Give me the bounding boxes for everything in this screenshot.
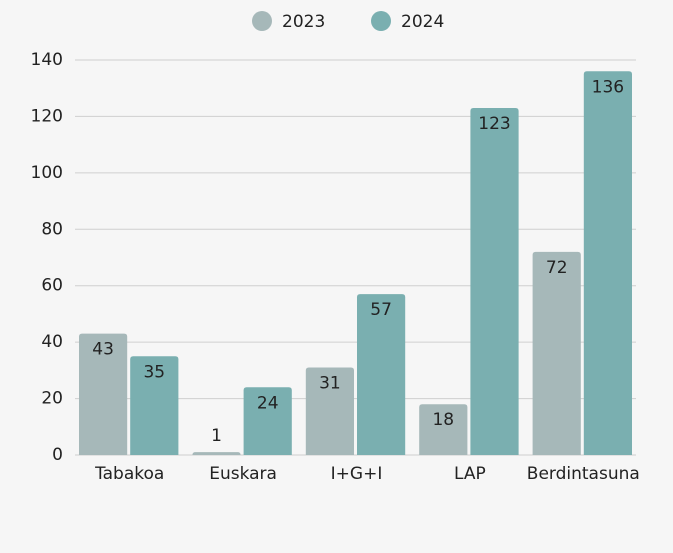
- data-label: 31: [319, 374, 341, 394]
- x-tick-label: I+G+I: [331, 464, 383, 484]
- y-tick-label: 140: [31, 50, 63, 70]
- legend-swatch: [252, 11, 272, 31]
- data-label: 1: [211, 426, 222, 446]
- data-label: 123: [478, 114, 510, 134]
- legend-swatch: [371, 11, 391, 31]
- y-tick-label: 80: [41, 219, 63, 239]
- bar: [532, 251, 581, 455]
- y-tick-label: 60: [41, 276, 63, 296]
- legend-label: 2024: [401, 12, 444, 32]
- data-label: 72: [546, 258, 568, 278]
- bar: [130, 356, 179, 455]
- bar: [583, 71, 632, 456]
- bar: [419, 404, 468, 455]
- x-tick-label: Berdintasuna: [527, 464, 640, 484]
- y-tick-label: 120: [31, 106, 63, 126]
- bar: [470, 107, 519, 455]
- bar: [305, 367, 354, 455]
- data-label: 24: [257, 393, 279, 413]
- bar: [243, 387, 292, 455]
- x-tick-label: LAP: [454, 464, 486, 484]
- bar: [192, 452, 241, 455]
- y-tick-label: 40: [41, 332, 63, 352]
- y-tick-label: 0: [52, 445, 63, 465]
- bar: [357, 294, 406, 455]
- data-label: 43: [92, 340, 114, 360]
- data-label: 35: [143, 362, 165, 382]
- legend-label: 2023: [282, 12, 325, 32]
- data-label: 57: [370, 300, 392, 320]
- y-tick-label: 100: [31, 163, 63, 183]
- data-label: 136: [592, 77, 624, 97]
- y-tick-label: 20: [41, 389, 63, 409]
- x-tick-label: Euskara: [209, 464, 277, 484]
- data-label: 18: [432, 410, 454, 430]
- x-tick-label: Tabakoa: [94, 464, 164, 484]
- bar: [79, 333, 128, 455]
